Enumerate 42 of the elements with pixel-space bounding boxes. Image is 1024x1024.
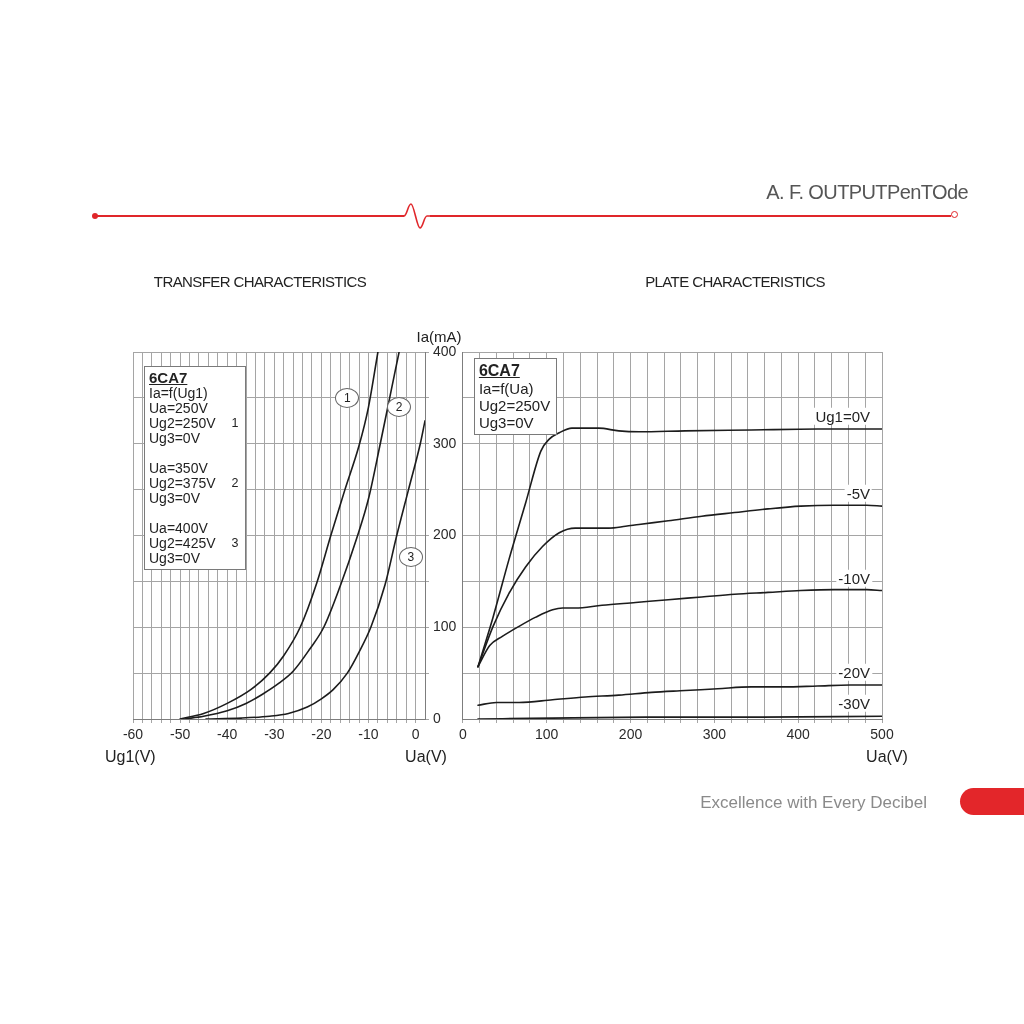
annotation: 1 — [335, 387, 360, 408]
y-tick-label: 0 — [433, 709, 441, 726]
x-tick-label: 500 — [870, 726, 894, 743]
annotation: 3 — [231, 536, 239, 551]
annotation: Ug2=250V Ug3=0V — [478, 397, 551, 431]
x-tick-label: 100 — [535, 726, 559, 743]
x-axis-title: Ua(V) — [866, 747, 908, 767]
x-tick-label: 0 — [411, 726, 420, 743]
text: Ua(V) — [405, 747, 447, 767]
series-label: -10V — [836, 569, 872, 587]
annotation: Ua=350V Ug2=375V Ug3=0V — [149, 460, 216, 506]
y-tick-label: 200 — [433, 526, 457, 543]
text: A. F. OUTPUTPenTOde — [766, 180, 968, 204]
annotation: 2 — [387, 397, 412, 418]
x-tick-label: -60 — [122, 726, 144, 743]
annotation: 6CA7 — [478, 361, 521, 380]
x-tick-label: -10 — [358, 726, 379, 743]
x-tick-label: -20 — [311, 726, 332, 743]
y-tick-label: 300 — [433, 434, 457, 451]
annotation: Ua=250V Ug2=250V Ug3=0V — [149, 400, 216, 446]
text: Excellence with Every Decibel — [700, 793, 927, 813]
series-label: -20V — [836, 663, 872, 682]
x-tick-label: -50 — [169, 726, 191, 743]
series-label: -30V — [836, 694, 872, 713]
annotation: 1 — [231, 416, 239, 431]
annotation: 6CA7 — [149, 369, 189, 386]
annotation: 2 — [231, 476, 239, 491]
annotation: Ua=400V Ug2=425V Ug3=0V — [149, 520, 216, 566]
y-tick-label: 100 — [433, 618, 457, 635]
x-tick-label: 200 — [618, 726, 643, 743]
x-tick-label: 300 — [702, 726, 727, 743]
x-tick-label: -40 — [217, 726, 238, 743]
chart-title: PLATE CHARACTERISTICS — [645, 273, 825, 291]
x-axis-title: Ug1(V) — [105, 747, 156, 767]
x-tick-label: -30 — [264, 726, 285, 743]
annotation: Ia=f(Ua) — [478, 380, 535, 397]
series-label: Ug1=0V — [813, 407, 872, 426]
series-label: -5V — [844, 484, 872, 503]
x-tick-label: 400 — [786, 726, 811, 743]
annotation: 3 — [398, 546, 423, 567]
chart-title: TRANSFER CHARACTERISTICS — [153, 273, 367, 291]
annotation: Ia=f(Ug1) — [149, 385, 209, 401]
